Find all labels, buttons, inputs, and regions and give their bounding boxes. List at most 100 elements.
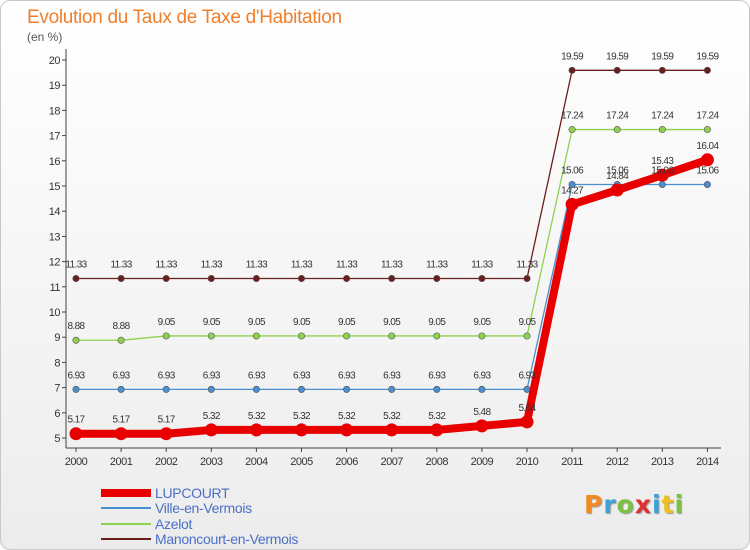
- data-label: 6.93: [293, 370, 311, 381]
- y-axis-unit: (en %): [27, 30, 63, 44]
- data-point: [207, 274, 215, 282]
- data-label: 6.93: [203, 370, 221, 381]
- data-point: [340, 423, 354, 437]
- data-label: 6.93: [518, 370, 536, 381]
- data-label: 9.05: [518, 317, 536, 328]
- data-point: [658, 66, 666, 74]
- logo-letter: x: [634, 490, 652, 519]
- x-tick-label: 2006: [335, 456, 358, 468]
- x-tick-label: 2009: [471, 456, 494, 468]
- data-point: [252, 332, 260, 340]
- data-label: 5.17: [67, 415, 85, 426]
- x-tick-label: 2012: [606, 456, 629, 468]
- data-label: 5.32: [383, 411, 401, 422]
- data-label: 9.05: [428, 317, 446, 328]
- x-tick-label: 2000: [65, 456, 88, 468]
- legend-swatch: [101, 488, 151, 497]
- y-tick-label: 13: [49, 231, 61, 243]
- y-tick-label: 11: [50, 282, 61, 294]
- data-point: [703, 180, 711, 188]
- data-label: 5.32: [428, 411, 446, 422]
- y-tick-label: 10: [49, 307, 61, 319]
- legend-item: Azelot: [101, 516, 298, 532]
- data-label: 6.93: [338, 370, 356, 381]
- logo-letter: P: [584, 490, 604, 519]
- data-label: 11.33: [156, 259, 178, 270]
- y-tick-label: 9: [54, 332, 60, 344]
- x-tick-label: 2013: [651, 456, 674, 468]
- data-point: [700, 153, 714, 167]
- y-tick-label: 7: [54, 383, 60, 395]
- x-tick-label: 2002: [155, 456, 178, 468]
- x-tick-label: 2011: [561, 456, 583, 468]
- data-label: 11.33: [291, 259, 313, 270]
- data-point: [655, 168, 669, 182]
- data-label: 5.32: [203, 411, 221, 422]
- data-point: [568, 66, 576, 74]
- legend-label: LUPCOURT: [155, 484, 230, 501]
- y-tick-label: 15: [49, 181, 61, 193]
- series-line: [76, 128, 708, 341]
- legend-item: Ville-en-Vermois: [101, 500, 298, 516]
- data-label: 19.59: [696, 51, 719, 62]
- data-point: [207, 385, 215, 393]
- data-label: 6.93: [473, 370, 491, 381]
- data-label: 6.93: [248, 370, 266, 381]
- data-label: 14.27: [561, 185, 584, 196]
- data-point: [523, 274, 531, 282]
- data-point: [117, 385, 125, 393]
- data-point: [252, 385, 260, 393]
- data-label: 17.24: [696, 111, 719, 122]
- data-label: 11.33: [65, 259, 87, 270]
- data-point: [430, 423, 444, 437]
- data-label: 17.24: [606, 111, 629, 122]
- data-point: [658, 180, 666, 188]
- data-point: [388, 332, 396, 340]
- data-point: [117, 336, 125, 344]
- data-label: 11.33: [471, 259, 493, 270]
- data-point: [703, 126, 711, 134]
- data-point: [114, 427, 128, 441]
- data-label: 15.06: [606, 165, 629, 176]
- data-point: [162, 274, 170, 282]
- legend-swatch: [101, 538, 151, 541]
- y-tick-label: 14: [49, 206, 61, 218]
- data-point: [117, 274, 125, 282]
- data-point: [565, 197, 579, 211]
- data-label: 6.93: [113, 370, 131, 381]
- legend-item: LUPCOURT: [101, 485, 298, 501]
- proxiti-logo: Proxiti: [584, 490, 684, 519]
- data-label: 5.32: [338, 411, 356, 422]
- data-label: 9.05: [383, 317, 401, 328]
- data-label: 5.64: [518, 403, 536, 414]
- data-point: [295, 423, 308, 437]
- data-label: 9.05: [338, 317, 356, 328]
- x-tick-label: 2010: [516, 456, 539, 468]
- data-point: [207, 332, 215, 340]
- data-point: [252, 274, 260, 282]
- data-point: [433, 332, 441, 340]
- data-label: 8.88: [67, 321, 85, 332]
- data-label: 15.43: [651, 156, 674, 167]
- data-point: [388, 274, 396, 282]
- y-tick-label: 8: [54, 357, 60, 369]
- data-label: 9.05: [473, 317, 491, 328]
- data-label: 9.05: [248, 317, 266, 328]
- data-label: 19.59: [561, 51, 584, 62]
- x-tick-label: 2003: [200, 456, 223, 468]
- data-point: [388, 385, 396, 393]
- y-tick-label: 6: [54, 408, 60, 420]
- data-label: 11.33: [336, 259, 358, 270]
- x-tick-label: 2007: [380, 456, 403, 468]
- data-point: [613, 126, 621, 134]
- data-point: [343, 332, 351, 340]
- data-point: [433, 385, 441, 393]
- legend-swatch: [101, 522, 151, 525]
- chart-legend: LUPCOURT Ville-en-Vermois Azelot Manoncourt…: [101, 485, 298, 547]
- data-point: [610, 183, 624, 197]
- y-tick-label: 19: [49, 80, 61, 92]
- data-point: [433, 274, 441, 282]
- data-label: 9.05: [293, 317, 311, 328]
- y-tick-label: 18: [49, 105, 61, 117]
